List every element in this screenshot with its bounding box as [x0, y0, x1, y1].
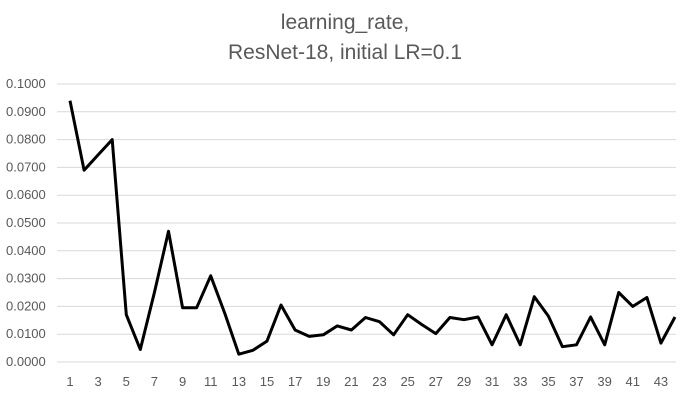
- x-tick-label: 25: [400, 374, 414, 389]
- y-axis-ticks: 0.0000 0.0100 0.0200 0.0300 0.0400 0.0500 0.06…: [6, 76, 46, 369]
- y-tick-label: 0.0800: [6, 132, 46, 147]
- x-tick-label: 33: [513, 374, 527, 389]
- x-tick-label: 27: [429, 374, 443, 389]
- x-tick-label: 17: [288, 374, 302, 389]
- x-tick-label: 35: [541, 374, 555, 389]
- x-tick-label: 21: [344, 374, 358, 389]
- y-tick-label: 0.0000: [6, 354, 46, 369]
- y-tick-label: 0.0700: [6, 159, 46, 174]
- x-tick-label: 29: [457, 374, 471, 389]
- y-tick-label: 0.0500: [6, 215, 46, 230]
- gridlines: [57, 83, 676, 363]
- y-tick-label: 0.1000: [6, 76, 46, 91]
- x-tick-label: 15: [260, 374, 274, 389]
- y-tick-label: 0.0100: [6, 326, 46, 341]
- x-tick-label: 43: [654, 374, 668, 389]
- x-tick-label: 9: [179, 374, 186, 389]
- x-tick-label: 5: [123, 374, 130, 389]
- y-tick-label: 0.0900: [6, 104, 46, 119]
- y-tick-label: 0.0200: [6, 298, 46, 313]
- chart-title-line-1: learning_rate,: [280, 11, 410, 34]
- series-layer: [68, 100, 677, 356]
- x-tick-label: 23: [372, 374, 386, 389]
- x-tick-label: 31: [485, 374, 499, 389]
- x-axis-ticks: 1 3 5 7 9 11 13 15 17 19 21 23 25 27 29 31 33 35 37 39 41 43: [66, 374, 668, 389]
- x-tick-label: 13: [232, 374, 246, 389]
- chart-title-line-2: ResNet-18, initial LR=0.1: [227, 41, 463, 64]
- x-tick-label: 1: [66, 374, 73, 389]
- series-line-0: [68, 100, 677, 356]
- y-tick-label: 0.0600: [6, 187, 46, 202]
- x-tick-label: 11: [204, 374, 218, 389]
- y-tick-label: 0.0300: [6, 271, 46, 286]
- x-tick-label: 41: [626, 374, 640, 389]
- y-tick-label: 0.0400: [6, 243, 46, 258]
- x-tick-label: 3: [95, 374, 102, 389]
- x-tick-label: 39: [597, 374, 611, 389]
- x-tick-label: 37: [569, 374, 583, 389]
- x-tick-label: 19: [316, 374, 330, 389]
- x-tick-label: 7: [151, 374, 158, 389]
